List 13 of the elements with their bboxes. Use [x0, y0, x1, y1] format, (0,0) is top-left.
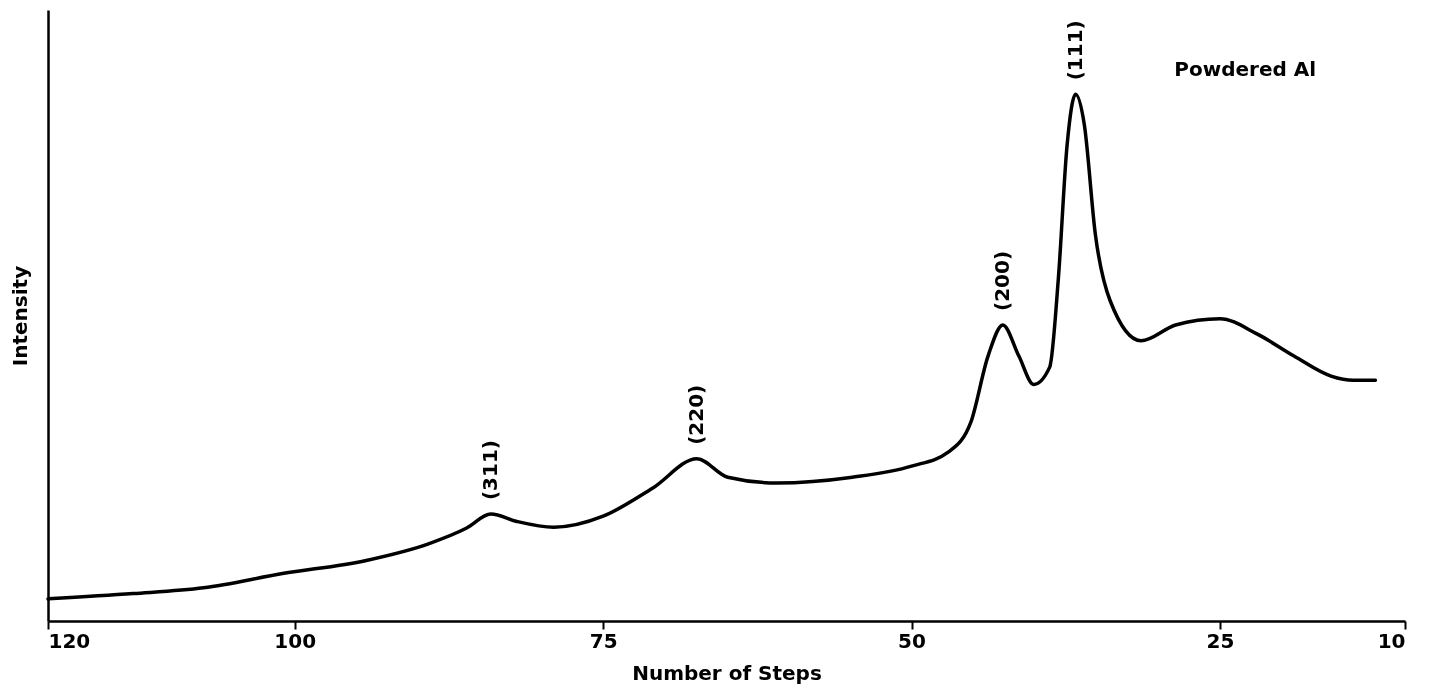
annotation: (220) — [683, 384, 708, 445]
x-axis-title: Number of Steps — [632, 660, 822, 685]
x-tick-label: 100 — [274, 628, 317, 653]
x-tick-label: 25 — [1206, 628, 1235, 653]
annotation: (311) — [477, 440, 502, 501]
x-tick-label: 50 — [898, 628, 926, 653]
annotation: (111) — [1062, 20, 1087, 81]
x-tick-label: 120 — [48, 628, 91, 653]
y-axis-title: Intensity — [7, 265, 32, 367]
text: Powdered Al — [1174, 57, 1317, 81]
annotation: (200) — [989, 250, 1014, 311]
x-tick-label: 75 — [589, 628, 618, 653]
x-tick-label: 10 — [1377, 628, 1406, 653]
